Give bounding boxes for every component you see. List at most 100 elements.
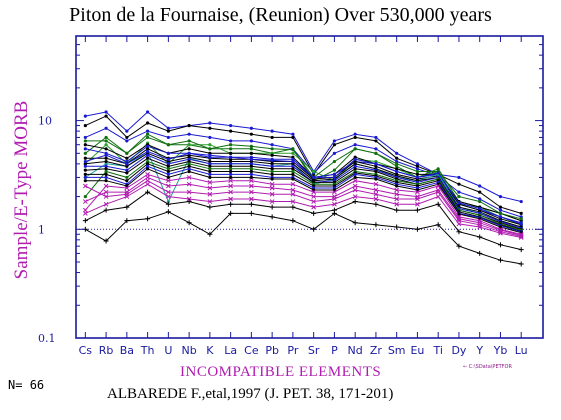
data-point: [249, 147, 253, 151]
data-point: [456, 229, 462, 235]
data-point: [395, 164, 399, 168]
data-point: [208, 172, 212, 176]
data-point: [249, 139, 253, 143]
data-point: [125, 171, 129, 175]
data-point: [415, 189, 420, 195]
data-point: [374, 151, 378, 155]
data-point: [498, 208, 503, 212]
data-point: [478, 207, 482, 211]
data-point: [125, 156, 129, 160]
data-point: [332, 172, 337, 176]
x-tick-label: La: [224, 344, 237, 357]
data-point: [83, 194, 87, 199]
data-point: [374, 164, 378, 168]
data-point: [395, 169, 399, 174]
data-point: [146, 135, 150, 140]
data-point: [187, 169, 191, 174]
data-point: [457, 175, 461, 180]
data-point: [125, 159, 129, 164]
data-point: [373, 201, 379, 207]
chart-title: Piton de la Fournaise, (Reunion) Over 53…: [69, 4, 492, 26]
data-point: [374, 169, 378, 174]
data-point: [456, 243, 462, 249]
plot-frame: [75, 35, 544, 339]
file-path-note: ← C:\SData\PETFOR: [463, 364, 512, 370]
x-tick-label: Eu: [410, 344, 424, 357]
series-line: [85, 168, 522, 234]
data-point: [249, 196, 254, 202]
data-point: [186, 181, 192, 187]
data-point: [394, 224, 400, 230]
data-point: [332, 201, 337, 207]
data-point: [125, 162, 129, 166]
data-point: [415, 169, 420, 174]
data-point: [249, 178, 254, 184]
data-point: [353, 135, 357, 140]
x-tick-label: Lu: [515, 344, 528, 357]
data-point: [457, 201, 461, 205]
x-tick-label: Rb: [99, 344, 114, 357]
data-point: [269, 199, 275, 204]
data-point: [394, 207, 400, 213]
x-tick-label: P: [331, 344, 338, 357]
data-point: [124, 185, 130, 191]
x-tick-label: Sr: [308, 344, 320, 357]
data-point: [373, 181, 379, 187]
data-point: [83, 114, 87, 118]
data-point: [249, 167, 253, 171]
data-point: [394, 187, 400, 193]
data-point: [146, 159, 150, 164]
data-point: [145, 181, 150, 187]
x-tick-label: Sm: [388, 344, 406, 357]
data-point: [208, 162, 212, 166]
data-point: [269, 191, 275, 197]
data-point: [187, 159, 191, 164]
series-line: [85, 165, 522, 233]
data-point: [166, 183, 171, 189]
data-point: [146, 132, 150, 136]
data-point: [166, 172, 170, 176]
x-tick-label: Ti: [432, 344, 442, 357]
data-point: [435, 194, 441, 199]
data-point: [146, 153, 150, 157]
data-point: [415, 167, 420, 171]
data-point: [270, 158, 274, 163]
data-point: [229, 151, 233, 155]
data-point: [435, 183, 441, 189]
data-point: [83, 164, 87, 168]
data-point: [373, 222, 379, 228]
data-point: [104, 139, 108, 143]
series-line: [85, 211, 522, 265]
data-point: [166, 169, 170, 174]
data-point: [208, 167, 212, 171]
data-point: [352, 183, 358, 189]
data-point: [477, 224, 483, 230]
data-point: [207, 180, 213, 185]
data-point: [270, 169, 274, 174]
data-point: [83, 135, 87, 140]
data-point: [332, 175, 337, 180]
data-point: [353, 157, 357, 161]
data-point: [166, 162, 170, 166]
x-axis-label: INCOMPATIBLE ELEMENTS: [180, 364, 382, 380]
data-point: [291, 159, 295, 164]
data-point: [290, 187, 296, 193]
data-point: [83, 156, 87, 160]
data-point: [207, 231, 213, 237]
data-point: [415, 175, 420, 180]
sample-count-label: N=: [8, 378, 23, 392]
x-tick-label: Pb: [265, 344, 279, 357]
data-point: [166, 178, 171, 184]
data-point: [104, 162, 108, 166]
data-point: [229, 175, 233, 180]
x-tick-label: Cs: [79, 344, 93, 357]
data-point: [208, 143, 212, 147]
data-point: [104, 164, 108, 168]
x-tick-label: Nb: [182, 344, 197, 357]
data-point: [229, 169, 233, 174]
data-point: [269, 185, 275, 191]
data-point: [332, 159, 337, 164]
data-point: [435, 189, 441, 195]
data-point: [497, 242, 503, 248]
x-tick-label: Y: [475, 344, 483, 357]
